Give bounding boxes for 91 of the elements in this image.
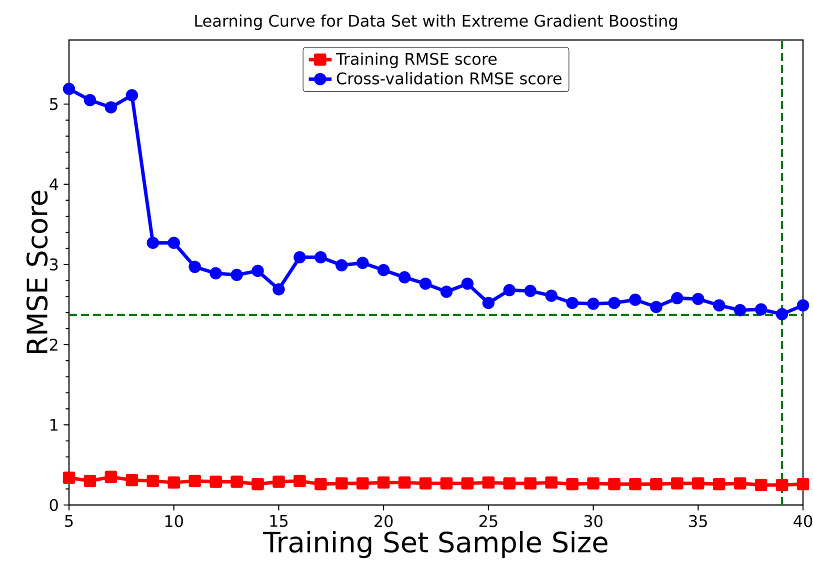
x-tick-label: 5 bbox=[65, 515, 73, 527]
point bbox=[566, 478, 578, 490]
point bbox=[210, 476, 222, 488]
point bbox=[314, 478, 327, 490]
point bbox=[671, 292, 684, 304]
point bbox=[126, 89, 138, 102]
y-tick-label: 1 bbox=[50, 418, 58, 431]
point bbox=[168, 236, 180, 249]
point bbox=[692, 292, 704, 306]
point bbox=[461, 278, 474, 290]
point bbox=[482, 296, 495, 310]
point bbox=[734, 477, 746, 490]
point bbox=[398, 271, 411, 284]
legend-label: Cross-validation RMSE score bbox=[336, 72, 562, 84]
y-tick-label: 3 bbox=[50, 258, 58, 271]
x-tick-label: 15 bbox=[270, 515, 288, 527]
legend-label: Training RMSE score bbox=[336, 52, 497, 68]
point bbox=[440, 286, 453, 298]
point bbox=[440, 477, 453, 490]
x-tick-label: 40 bbox=[794, 515, 812, 528]
point bbox=[335, 259, 348, 272]
point bbox=[294, 474, 306, 488]
point bbox=[335, 477, 348, 490]
point bbox=[230, 476, 243, 488]
x-tick-label: 25 bbox=[479, 515, 498, 528]
point bbox=[650, 300, 662, 314]
x-tick-label: 20 bbox=[374, 515, 393, 528]
chart-title: Learning Curve for Data Set with Extreme Gradient Boosting bbox=[195, 14, 677, 30]
point bbox=[62, 82, 76, 96]
point bbox=[377, 264, 390, 276]
x-axis-title: Training Set Sample Size bbox=[263, 530, 608, 558]
point bbox=[712, 299, 726, 312]
point bbox=[104, 470, 118, 484]
point bbox=[398, 476, 411, 489]
point bbox=[84, 94, 96, 106]
point bbox=[419, 278, 432, 290]
point bbox=[754, 303, 768, 316]
point bbox=[566, 296, 578, 310]
point bbox=[126, 474, 138, 486]
point bbox=[545, 476, 558, 489]
point bbox=[503, 284, 516, 296]
x-tick-label: 35 bbox=[689, 515, 707, 528]
point bbox=[545, 290, 558, 302]
x-tick-label: 30 bbox=[584, 515, 602, 528]
point bbox=[503, 477, 516, 490]
point bbox=[356, 256, 369, 270]
point bbox=[188, 474, 201, 488]
point bbox=[524, 284, 537, 298]
point bbox=[608, 296, 620, 310]
point bbox=[230, 268, 243, 282]
point bbox=[796, 299, 810, 312]
point bbox=[671, 477, 684, 490]
point bbox=[272, 476, 285, 488]
point bbox=[650, 478, 662, 490]
point bbox=[629, 294, 642, 306]
y-tick-label: 5 bbox=[50, 98, 58, 110]
point bbox=[419, 477, 432, 490]
point bbox=[314, 251, 327, 264]
point bbox=[377, 476, 390, 489]
point bbox=[252, 478, 264, 490]
point bbox=[168, 476, 180, 489]
point bbox=[482, 476, 495, 489]
point bbox=[796, 478, 810, 490]
y-tick-label: 0 bbox=[50, 498, 58, 512]
point bbox=[587, 298, 600, 310]
point bbox=[776, 308, 788, 320]
point bbox=[84, 474, 96, 488]
point bbox=[146, 474, 160, 488]
y-tick-label: 2 bbox=[50, 338, 58, 351]
point bbox=[210, 267, 222, 280]
point bbox=[754, 478, 768, 492]
point bbox=[608, 478, 620, 490]
point bbox=[188, 260, 201, 274]
point bbox=[629, 478, 642, 490]
x-tick-label: 10 bbox=[165, 515, 183, 528]
point bbox=[272, 283, 285, 296]
y-tick-label: 4 bbox=[50, 178, 58, 190]
point bbox=[524, 477, 537, 490]
point bbox=[294, 251, 306, 264]
point bbox=[356, 477, 369, 490]
point bbox=[104, 101, 118, 114]
point bbox=[712, 478, 726, 490]
point bbox=[62, 472, 76, 484]
point bbox=[252, 264, 264, 278]
y-axis-title: RMSE Score bbox=[26, 190, 48, 353]
point bbox=[461, 477, 474, 490]
point bbox=[776, 478, 788, 492]
point bbox=[587, 477, 600, 490]
point bbox=[146, 236, 160, 249]
point bbox=[692, 477, 704, 490]
point bbox=[734, 304, 746, 316]
